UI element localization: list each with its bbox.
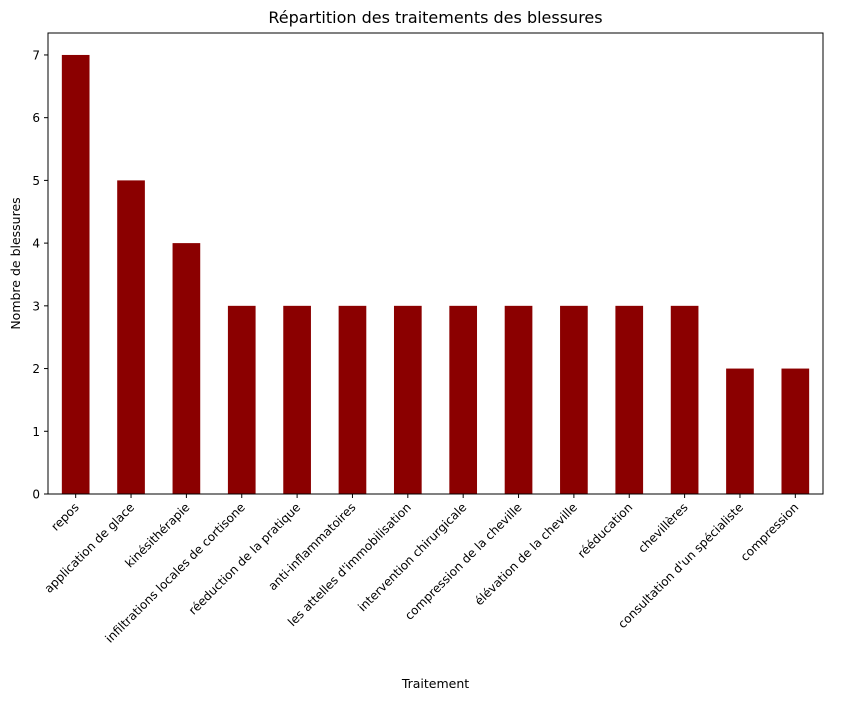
bar-8 — [504, 305, 533, 494]
bar-5 — [338, 305, 367, 494]
x-tick-label-7: intervention chirurgicale — [355, 500, 469, 614]
y-tick-label-2: 2 — [32, 362, 40, 376]
y-tick-label-7: 7 — [32, 48, 40, 62]
x-tick-label-4: réeduction de la pratique — [186, 500, 303, 617]
bar-12 — [726, 368, 754, 494]
y-tick-label-6: 6 — [32, 111, 40, 125]
bar-7 — [449, 305, 478, 494]
y-tick-label-5: 5 — [32, 174, 40, 188]
bar-1 — [117, 180, 145, 494]
bar-10 — [615, 305, 644, 494]
bar-0 — [61, 54, 90, 494]
x-tick-label-0: repos — [48, 500, 81, 533]
x-tick-label-1: application de glace — [42, 500, 138, 596]
chart-title: Répartition des traitements des blessure… — [268, 8, 602, 27]
bar-11 — [670, 305, 699, 494]
x-tick-label-13: compression — [738, 500, 802, 564]
bar-13 — [781, 368, 810, 494]
x-tick-label-11: chevillères — [635, 500, 690, 555]
y-tick-label-0: 0 — [32, 488, 40, 502]
y-tick-label-3: 3 — [32, 299, 40, 313]
bars — [61, 54, 810, 494]
x-tick-label-8: compression de la cheville — [402, 500, 525, 623]
bar-6 — [393, 305, 422, 494]
y-axis-label: Nombre de blessures — [8, 197, 23, 329]
plot-frame — [47, 32, 824, 495]
bar-2 — [172, 243, 201, 494]
x-axis-label: Traitement — [401, 676, 469, 691]
x-tick-label-10: rééducation — [575, 500, 636, 561]
bar-3 — [227, 305, 256, 494]
x-tick-label-9: élévation de la cheville — [472, 500, 580, 608]
bar-9 — [560, 305, 588, 494]
y-axis: 0 1 2 3 4 5 6 7 — [32, 48, 48, 502]
y-tick-label-1: 1 — [32, 425, 40, 439]
y-tick-label-4: 4 — [32, 237, 40, 251]
bar-4 — [283, 305, 311, 494]
